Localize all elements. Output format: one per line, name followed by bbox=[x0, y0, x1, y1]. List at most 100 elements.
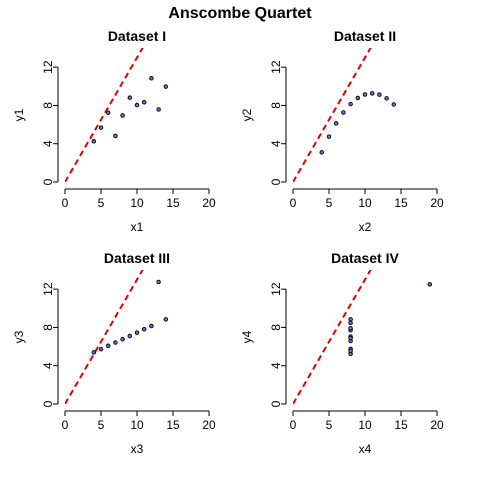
y-tick-label: 8 bbox=[41, 324, 55, 331]
panel-title: Dataset IV bbox=[331, 250, 399, 266]
y-tick-label: 4 bbox=[269, 362, 283, 369]
reference-line bbox=[293, 48, 372, 182]
data-point bbox=[134, 102, 140, 108]
reference-line bbox=[65, 48, 144, 182]
y-tick-label: 8 bbox=[269, 324, 283, 331]
x-axis-label: x1 bbox=[131, 220, 144, 234]
data-point bbox=[141, 100, 147, 105]
x-tick-label: 20 bbox=[430, 196, 444, 210]
x-tick-label: 5 bbox=[326, 196, 333, 210]
data-point bbox=[149, 323, 154, 329]
x-tick-label: 15 bbox=[166, 418, 180, 432]
data-point bbox=[384, 96, 389, 101]
data-point bbox=[348, 101, 353, 107]
data-point bbox=[91, 138, 97, 144]
y-tick-label: 4 bbox=[41, 362, 55, 369]
x-tick-label: 20 bbox=[202, 196, 216, 210]
data-point bbox=[348, 320, 353, 326]
data-point bbox=[333, 121, 339, 126]
y-tick-label: 4 bbox=[41, 140, 55, 147]
x-tick-label: 5 bbox=[326, 418, 333, 432]
data-point bbox=[156, 279, 161, 285]
y-tick-label: 0 bbox=[41, 400, 55, 407]
data-point bbox=[149, 75, 154, 81]
x-tick-label: 5 bbox=[98, 196, 105, 210]
data-point bbox=[369, 91, 375, 96]
data-point bbox=[348, 326, 353, 331]
panel-3: Dataset III 0 5 10 15 20 x3 0 4 8 12 y3 bbox=[12, 250, 216, 456]
figure-title: Anscombe Quartet bbox=[168, 5, 312, 22]
data-point bbox=[391, 102, 397, 107]
x-tick-label: 20 bbox=[430, 418, 444, 432]
x-tick-label: 10 bbox=[130, 418, 144, 432]
x-tick-label: 10 bbox=[130, 196, 144, 210]
plot-area bbox=[293, 48, 397, 182]
data-point bbox=[105, 343, 111, 349]
data-point bbox=[120, 336, 125, 342]
data-point bbox=[113, 340, 118, 345]
y-tick-label: 4 bbox=[269, 140, 283, 147]
data-point bbox=[134, 330, 140, 335]
data-point bbox=[377, 92, 382, 97]
y-axis-label: y1 bbox=[12, 108, 26, 121]
y-axis-label: y3 bbox=[12, 330, 26, 343]
data-point bbox=[98, 125, 104, 130]
x-axis-label: x3 bbox=[131, 442, 144, 456]
y-tick-label: 12 bbox=[41, 60, 55, 74]
plot-area bbox=[65, 270, 169, 404]
data-point bbox=[348, 335, 353, 341]
panel-title: Dataset II bbox=[334, 28, 396, 44]
y-axis-label: y4 bbox=[240, 330, 254, 343]
data-point bbox=[341, 110, 346, 115]
y-tick-label: 12 bbox=[269, 60, 283, 74]
data-point bbox=[113, 133, 118, 139]
y-tick-label: 0 bbox=[269, 400, 283, 407]
data-point bbox=[163, 317, 169, 322]
x-tick-label: 15 bbox=[166, 196, 180, 210]
data-point bbox=[105, 110, 111, 115]
reference-line bbox=[65, 270, 144, 404]
data-point bbox=[127, 95, 133, 100]
x-tick-label: 0 bbox=[62, 196, 69, 210]
y-axis-label: y2 bbox=[240, 108, 254, 121]
x-tick-label: 10 bbox=[358, 418, 372, 432]
data-point bbox=[427, 282, 433, 287]
x-tick-label: 15 bbox=[394, 196, 408, 210]
x-tick-label: 5 bbox=[98, 418, 105, 432]
y-tick-label: 0 bbox=[269, 178, 283, 185]
y-tick-label: 8 bbox=[269, 102, 283, 109]
x-tick-label: 0 bbox=[290, 418, 297, 432]
plot-area bbox=[65, 48, 169, 182]
data-point bbox=[98, 346, 104, 352]
plot-area bbox=[293, 270, 433, 404]
y-tick-label: 12 bbox=[269, 282, 283, 296]
data-point bbox=[348, 348, 353, 354]
x-tick-label: 0 bbox=[290, 196, 297, 210]
data-point bbox=[91, 350, 97, 355]
data-point bbox=[362, 92, 368, 97]
y-tick-label: 8 bbox=[41, 102, 55, 109]
data-point bbox=[163, 84, 169, 89]
reference-line bbox=[293, 270, 372, 404]
data-point bbox=[319, 150, 325, 155]
x-axis-label: x2 bbox=[359, 220, 372, 234]
panel-2: Dataset II 0 5 10 15 20 x2 0 4 8 12 y2 bbox=[240, 28, 444, 234]
panel-title: Dataset I bbox=[108, 28, 166, 44]
data-point bbox=[156, 107, 161, 112]
data-point bbox=[326, 134, 332, 139]
y-tick-label: 0 bbox=[41, 178, 55, 185]
x-axis-label: x4 bbox=[359, 442, 372, 456]
panel-title: Dataset III bbox=[104, 250, 170, 266]
data-point bbox=[141, 326, 147, 332]
panel-4: Dataset IV 0 5 10 15 20 x4 0 4 8 12 y4 bbox=[240, 250, 444, 456]
data-point bbox=[127, 333, 133, 339]
data-point bbox=[120, 113, 125, 118]
data-point bbox=[355, 95, 361, 101]
data-point bbox=[348, 317, 353, 322]
panel-1: Dataset I 0 5 10 15 20 x1 0 4 8 12 y1 bbox=[12, 28, 216, 234]
x-tick-label: 0 bbox=[62, 418, 69, 432]
x-tick-label: 15 bbox=[394, 418, 408, 432]
y-tick-label: 12 bbox=[41, 282, 55, 296]
